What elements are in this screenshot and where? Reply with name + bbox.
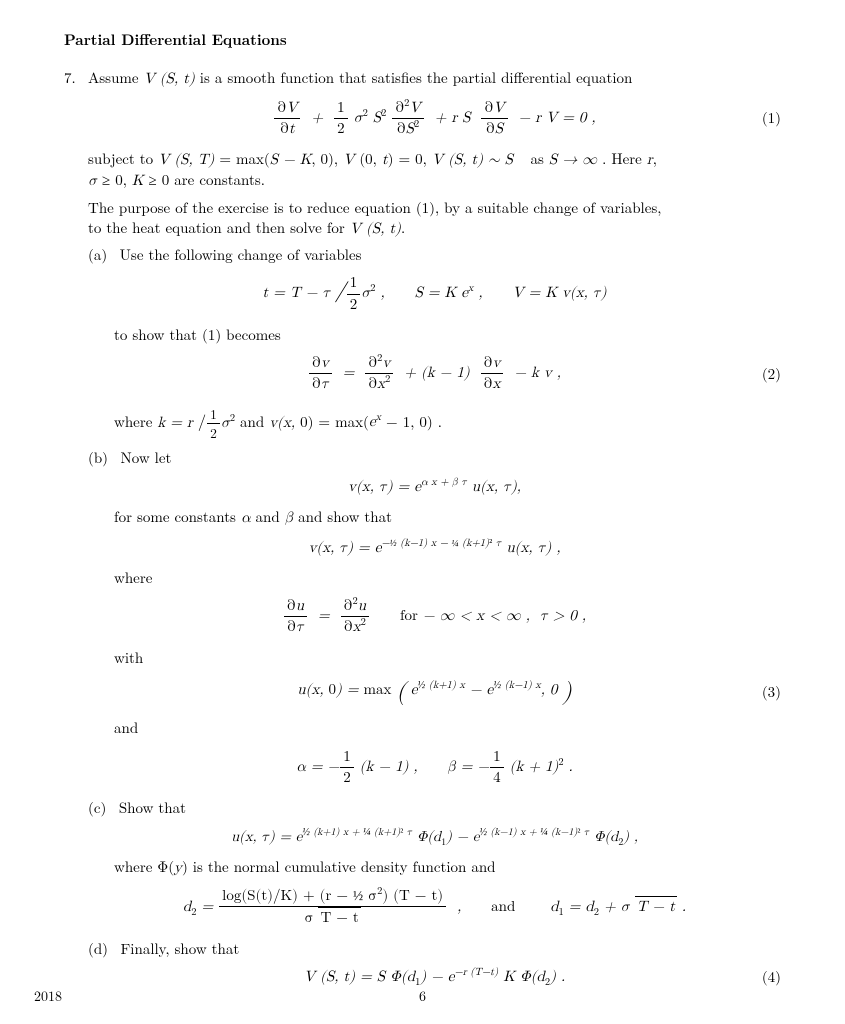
equation-1-body: ∂V∂t + 12 σ2 S2 ∂2V∂S2 + r S ∂V∂S − r V … bbox=[273, 98, 595, 140]
equation-2: ∂v∂τ = ∂2v∂x2 + (k − 1) ∂v∂x − k v , (2) bbox=[88, 353, 781, 395]
problem-7: 7. Assume V (S, t) is a smooth function … bbox=[64, 68, 781, 987]
equation-2-body: ∂v∂τ = ∂2v∂x2 + (k − 1) ∂v∂x − k v , bbox=[308, 353, 561, 395]
part-b-show: for some constants α and β and show that bbox=[88, 507, 781, 528]
part-a-where: where k = r /12σ2 and v(x, 0) = max(ex −… bbox=[88, 405, 781, 442]
equation-4-body: V (S, t) = S Φ(d1) − e−r (T−t) K Φ(d2) . bbox=[304, 967, 565, 987]
part-c-solution: u(x, τ) = e½ (k+1) x + ¼ (k+1)² τ Φ(d1) … bbox=[88, 826, 781, 847]
part-a-lead: (a) Use the following change of variable… bbox=[88, 245, 781, 265]
section-title: Partial Differential Equations bbox=[64, 30, 781, 50]
part-a-show: to show that (1) becomes bbox=[88, 325, 781, 345]
part-d-label: (d) bbox=[88, 938, 108, 959]
purpose: The purpose of the exercise is to reduce… bbox=[88, 198, 781, 240]
d-defs: d2 = log(S(t)/K) + (r − ½ σ2) (T − t) σ … bbox=[88, 886, 781, 929]
part-a-text: Use the following change of variables bbox=[120, 244, 362, 265]
part-c-lead: (c) Show that bbox=[88, 798, 781, 818]
intro-line: 7. Assume V (S, t) is a smooth function … bbox=[88, 68, 781, 89]
boundary-conditions: subject to V (S, T) = max(S − K, 0), V (… bbox=[88, 149, 781, 192]
alpha-beta: α = −12 (k − 1) , β = −14 (k + 1)2 . bbox=[88, 747, 781, 789]
heat-equation: ∂u∂τ = ∂2u∂x2 for − ∞ < x < ∞ , τ > 0 , bbox=[88, 596, 781, 638]
equation-3: u(x, 0) = max ( e½ (k+1) x − e½ (k−1) x,… bbox=[88, 676, 781, 708]
equation-1-number: (1) bbox=[762, 108, 781, 128]
equation-4-number: (4) bbox=[762, 967, 781, 987]
footer-year: 2018 bbox=[34, 987, 62, 1006]
part-d-text: Finally, show that bbox=[121, 938, 240, 959]
page: Partial Differential Equations 7. Assume… bbox=[0, 0, 845, 1024]
part-b-result: v(x, τ) = e−½ (k−1) x − ¼ (k+1)² τ u(x, … bbox=[88, 537, 781, 558]
part-b-where-label: where bbox=[88, 568, 781, 588]
part-c-label: (c) bbox=[88, 797, 106, 818]
part-b-and-label: and bbox=[88, 718, 781, 738]
equation-1: ∂V∂t + 12 σ2 S2 ∂2V∂S2 + r S ∂V∂S − r V … bbox=[88, 98, 781, 140]
part-a-label: (a) bbox=[88, 244, 107, 265]
part-d-lead: (d) Finally, show that bbox=[88, 939, 781, 959]
part-b-with-label: with bbox=[88, 648, 781, 668]
problem-number: 7. bbox=[64, 68, 76, 88]
part-c-phi: where Φ(y) is the normal cumulative dens… bbox=[88, 857, 781, 878]
part-c-text: Show that bbox=[119, 797, 186, 818]
part-b-label: (b) bbox=[88, 447, 108, 468]
part-b-let: v(x, τ) = eα x + β τ u(x, τ), bbox=[88, 476, 781, 497]
equation-3-body: u(x, 0) = max ( e½ (k+1) x − e½ (k−1) x,… bbox=[297, 676, 571, 708]
equation-2-number: (2) bbox=[762, 364, 781, 384]
footer-page-number: 6 bbox=[419, 987, 426, 1006]
part-b-lead: (b) Now let bbox=[88, 448, 781, 468]
equation-3-number: (3) bbox=[762, 682, 781, 702]
change-of-variables: t = T − τ /12σ2 , S = K ex , V = K v(x, … bbox=[88, 273, 781, 315]
equation-4: V (S, t) = S Φ(d1) − e−r (T−t) K Φ(d2) .… bbox=[88, 967, 781, 987]
part-b-text: Now let bbox=[121, 447, 172, 468]
